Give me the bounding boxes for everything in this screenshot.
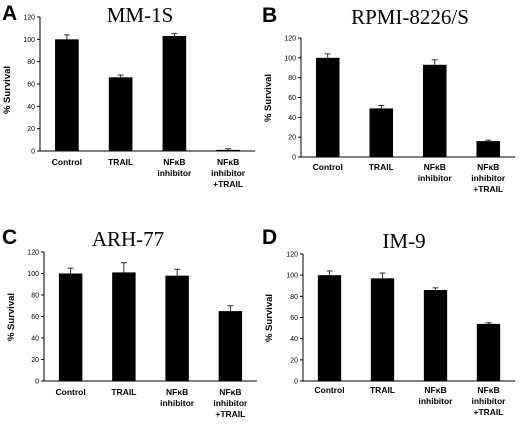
y-tick-label: 20 [290,357,298,364]
panel-letter-c: C [2,226,17,249]
y-tick-label: 20 [31,357,39,364]
y-tick-label: 20 [288,135,296,142]
y-tick-label: 40 [27,104,35,111]
category-label: Control [52,157,82,167]
y-tick-label: 80 [290,294,298,301]
y-tick-label: 60 [290,315,298,322]
category-label: TRAIL [369,162,394,172]
chart-title: MM-1S [107,3,174,27]
panel-letter-a: A [2,2,17,25]
y-tick-label: 120 [27,250,39,257]
bar [476,323,501,381]
category-label: NFκB inhibitor +TRAIL [213,387,248,419]
y-tick-label: 80 [288,75,296,82]
y-tick-label: 80 [27,59,35,66]
category-label: NFκB inhibitor +TRAIL [211,157,246,189]
category-label: NFκB inhibitor [160,387,195,408]
y-tick-label: 120 [284,36,296,43]
panel-c: C ARH-77 0 20 40 60 80 100 120 % Survival Control T… [2,226,257,419]
y-tick-label: 0 [31,149,35,156]
bar [423,289,448,381]
bar [422,64,447,157]
bar [315,57,340,158]
y-tick-label: 40 [288,115,296,122]
y-tick-label: 40 [31,336,39,343]
category-label: NFκB inhibitor [157,157,192,178]
category-label: NFκB inhibitor [418,162,453,183]
y-axis-label: % Survival [263,74,274,122]
y-tick-label: 100 [286,273,298,280]
bar [165,275,189,381]
chart-title: IM-9 [382,229,425,253]
bar [108,77,133,151]
bar [58,273,83,381]
y-tick-label: 100 [23,37,35,44]
chart-title: ARH-77 [92,227,164,251]
bar [476,141,501,157]
y-tick-label: 60 [27,82,35,89]
bar [55,39,79,152]
category-label: Control [313,162,343,172]
y-tick-label: 20 [27,126,35,133]
category-label: NFκB inhibitor +TRAIL [472,385,507,417]
y-tick-label: 100 [284,55,296,62]
y-tick-label: 100 [27,271,39,278]
panel-b: B RPMI-8226/S 0 20 40 60 80 100 120 % Survival Con… [262,4,515,194]
bar [369,108,394,157]
bar [112,272,136,381]
y-tick-label: 0 [294,379,298,386]
y-tick-label: 40 [290,336,298,343]
category-label: Control [314,385,344,395]
category-label: TRAIL [108,157,133,167]
bar [218,311,243,381]
bar [162,35,187,151]
bar [317,275,342,381]
y-tick-label: 0 [292,155,296,162]
y-axis-label: % Survival [2,66,13,114]
category-label: NFκB inhibitor +TRAIL [471,162,506,194]
category-label: TRAIL [370,385,395,395]
bar [370,278,395,381]
y-tick-label: 60 [31,314,39,321]
y-tick-label: 0 [35,379,39,386]
panel-letter-b: B [262,4,277,27]
y-tick-label: 80 [31,293,39,300]
category-label: NFκB inhibitor [419,385,454,406]
panel-a: A MM-1S 0 20 40 60 80 100 120 % Survival Control TR… [2,2,255,189]
y-tick-label: 60 [288,95,296,102]
bar [216,149,240,151]
panel-letter-d: D [262,226,277,249]
y-tick-label: 120 [286,252,298,259]
category-label: Control [56,387,86,397]
y-axis-label: % Survival [264,294,275,342]
chart-title: RPMI-8226/S [351,5,469,29]
panel-d: D IM-9 0 20 40 60 80 100 120 % Survival Control TRA… [262,226,515,417]
category-label: TRAIL [111,387,136,397]
y-tick-label: 120 [23,15,35,22]
y-axis-label: % Survival [6,293,17,341]
